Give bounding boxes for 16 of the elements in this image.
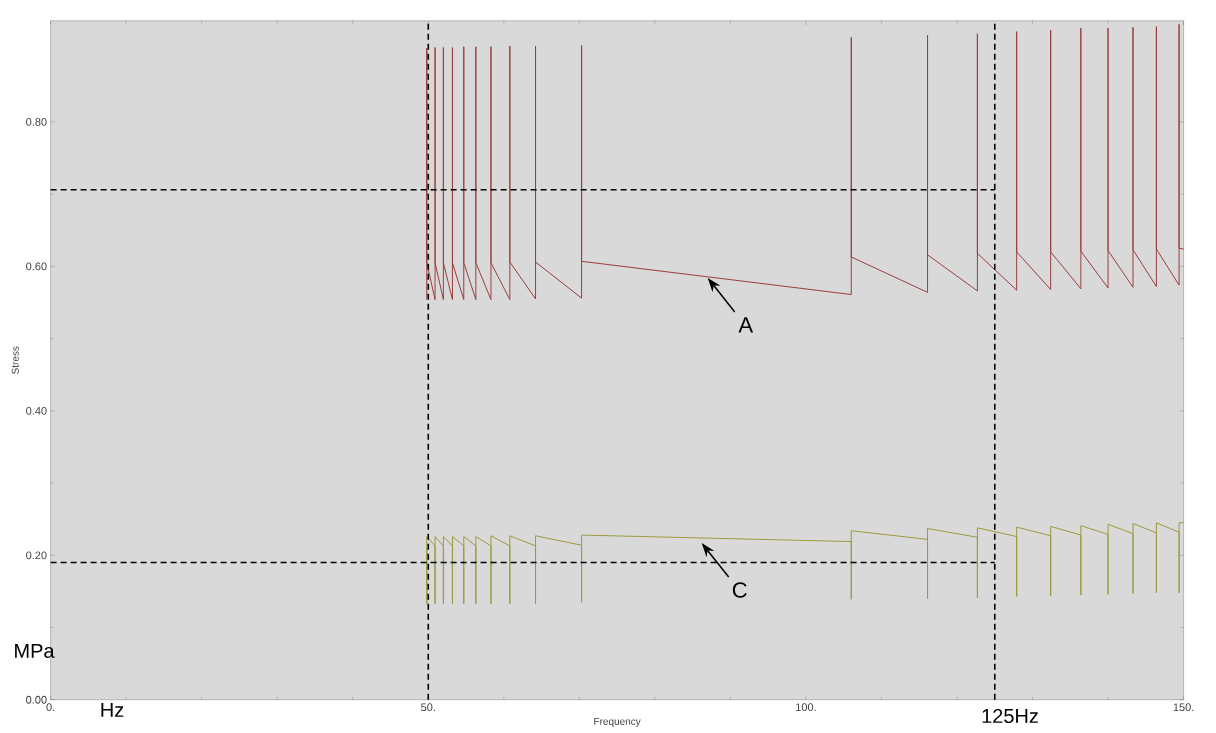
annotation: C bbox=[732, 582, 747, 598]
y-tick-label: 0.60 bbox=[26, 262, 47, 271]
x-tick-label: 150. bbox=[1173, 703, 1194, 712]
annotation: MPa bbox=[15, 644, 55, 658]
annotation: A bbox=[738, 317, 754, 333]
y-tick-label: 0.40 bbox=[26, 406, 47, 415]
y-tick-label: 0.00 bbox=[26, 695, 47, 704]
x-tick-label: 50. bbox=[421, 703, 435, 712]
y-tick-label: 0.80 bbox=[26, 118, 47, 126]
text: Hz bbox=[101, 703, 124, 717]
y-tick-label: 0.20 bbox=[26, 551, 47, 560]
x-tick-label: 100. bbox=[796, 703, 816, 712]
text: 125Hz bbox=[982, 708, 1038, 724]
x-axis-title: Frequency bbox=[594, 717, 641, 727]
y-axis-title: Stress bbox=[11, 346, 19, 374]
x-tick-label: 0. bbox=[46, 703, 55, 712]
